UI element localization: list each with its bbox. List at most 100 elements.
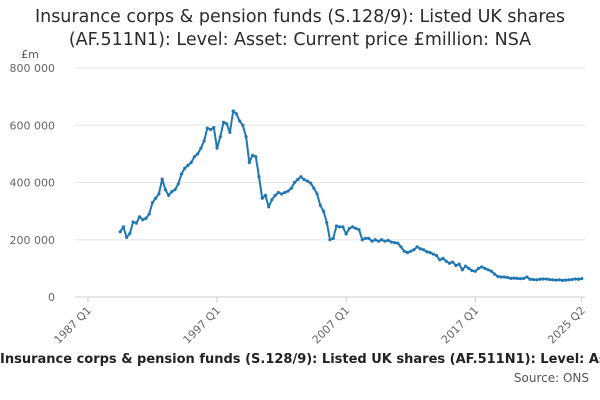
- data-point: [483, 266, 487, 270]
- data-point: [444, 259, 448, 263]
- y-axis-unit-label: £m: [21, 48, 39, 61]
- source-note: Source: ONS: [513, 371, 589, 385]
- data-point: [150, 200, 155, 205]
- data-point: [331, 236, 335, 240]
- data-point: [231, 109, 235, 113]
- data-point: [467, 266, 471, 270]
- data-point: [457, 262, 461, 266]
- data-point: [350, 225, 355, 229]
- data-point: [225, 122, 229, 126]
- series-group: [118, 109, 584, 282]
- data-point: [325, 220, 329, 225]
- data-point: [422, 248, 426, 252]
- data-point: [576, 277, 581, 281]
- data-point: [134, 221, 138, 225]
- y-axis-ticks: 0 200 000 400 000 600 000 800 000: [10, 62, 56, 304]
- data-point: [305, 179, 310, 183]
- data-point: [299, 175, 303, 179]
- data-point: [460, 268, 464, 272]
- data-point: [525, 275, 529, 279]
- data-point: [428, 251, 432, 255]
- data-point: [502, 275, 506, 279]
- data-point: [170, 190, 174, 194]
- data-point: [544, 277, 548, 281]
- data-point: [392, 241, 397, 245]
- data-point: [118, 230, 122, 234]
- data-point: [434, 253, 439, 258]
- data-point: [534, 278, 539, 282]
- data-point: [515, 276, 519, 280]
- data-point: [531, 277, 535, 282]
- data-point: [493, 272, 497, 276]
- data-point: [505, 275, 510, 280]
- data-point: [250, 153, 255, 157]
- data-point: [302, 178, 306, 182]
- data-point: [512, 276, 516, 280]
- data-point: [538, 277, 542, 281]
- data-point: [279, 192, 284, 196]
- data-point: [202, 139, 206, 143]
- data-point: [409, 249, 413, 253]
- data-point: [431, 252, 435, 256]
- x-tick-label: 1997 Q1: [181, 304, 224, 347]
- x-tick-label: 2025 Q2: [545, 304, 588, 347]
- data-point: [476, 266, 481, 270]
- data-point: [141, 218, 145, 222]
- x-axis-ticks: 1987 Q1 1997 Q1 2007 Q1 2017 Q1 2025 Q2: [51, 297, 588, 347]
- series-line: [119, 109, 582, 282]
- data-point: [286, 189, 290, 193]
- data-point: [499, 275, 503, 279]
- data-point: [405, 251, 410, 255]
- data-point: [157, 192, 161, 196]
- data-point: [125, 235, 129, 240]
- data-point: [341, 225, 345, 229]
- data-point: [199, 146, 203, 150]
- data-point: [296, 178, 300, 182]
- data-point: [373, 238, 377, 242]
- data-point: [147, 212, 151, 216]
- data-point: [257, 175, 261, 179]
- data-point: [163, 188, 167, 192]
- data-point: [557, 278, 561, 282]
- data-point: [196, 152, 200, 156]
- data-point: [334, 224, 339, 228]
- data-point: [321, 209, 326, 213]
- y-tick-label: 200 000: [10, 234, 56, 247]
- data-point: [212, 125, 216, 130]
- data-point: [367, 236, 371, 240]
- data-point: [402, 249, 406, 253]
- x-tick-label: 2007 Q1: [310, 304, 353, 347]
- data-point: [399, 245, 403, 249]
- data-point: [447, 261, 452, 265]
- data-point: [144, 216, 148, 220]
- data-point: [396, 241, 400, 245]
- data-point: [415, 245, 419, 249]
- data-point: [215, 146, 219, 150]
- data-point: [131, 220, 135, 224]
- data-point: [121, 225, 126, 229]
- data-point: [383, 239, 387, 243]
- data-point: [289, 186, 293, 190]
- data-point: [176, 182, 180, 186]
- data-point: [270, 198, 274, 202]
- data-point: [254, 155, 258, 159]
- data-point: [509, 276, 513, 280]
- data-point: [276, 190, 280, 195]
- data-point: [380, 238, 384, 242]
- data-point: [389, 240, 393, 244]
- data-point: [315, 192, 319, 196]
- data-point: [128, 231, 132, 236]
- data-point: [267, 205, 271, 209]
- y-tick-label: 800 000: [10, 62, 56, 75]
- y-tick-label: 600 000: [10, 119, 56, 132]
- data-point: [522, 276, 526, 280]
- data-point: [480, 265, 484, 269]
- data-point: [347, 226, 351, 230]
- data-point: [241, 123, 245, 127]
- y-tick-label: 0: [48, 291, 55, 304]
- data-point: [486, 268, 490, 272]
- data-point: [173, 188, 177, 192]
- data-point: [573, 277, 577, 281]
- data-point: [473, 269, 477, 273]
- data-point: [244, 135, 248, 139]
